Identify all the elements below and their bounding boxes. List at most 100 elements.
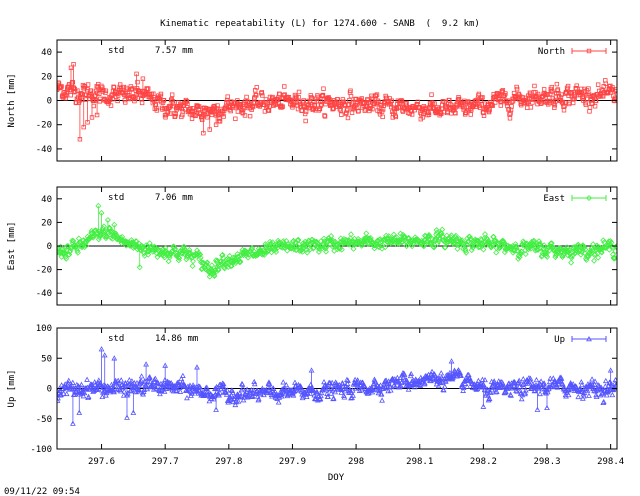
- up-point: [290, 392, 297, 398]
- east-point: [612, 248, 617, 254]
- up-point: [371, 380, 377, 386]
- east-point: [598, 249, 605, 256]
- up-point: [60, 390, 67, 396]
- north-point: [393, 113, 398, 119]
- up-outlier-point: [124, 414, 130, 420]
- up-point: [598, 384, 605, 390]
- north-point: [486, 108, 491, 114]
- east-point: [507, 244, 514, 250]
- north-point: [217, 119, 223, 124]
- up-point: [584, 387, 591, 393]
- east-point: [145, 251, 152, 258]
- up-point: [224, 387, 231, 393]
- north-point: [348, 93, 354, 99]
- north-point: [160, 100, 166, 105]
- north-point: [603, 81, 608, 86]
- north-point: [503, 91, 508, 96]
- up-point: [397, 374, 404, 380]
- up-point: [155, 380, 162, 386]
- up-point: [482, 376, 488, 383]
- north-std-label: std: [108, 46, 124, 56]
- north-y-tick-label: -20: [36, 121, 52, 131]
- up-point: [317, 395, 324, 402]
- north-point: [167, 111, 173, 116]
- east-point: [476, 244, 483, 251]
- north-point: [254, 93, 259, 98]
- north-point: [581, 94, 587, 99]
- north-point: [299, 108, 305, 113]
- north-point: [315, 94, 321, 100]
- north-point: [221, 114, 226, 119]
- north-point: [259, 90, 265, 95]
- up-point: [554, 384, 561, 390]
- up-point: [104, 383, 111, 389]
- up-point: [604, 387, 611, 393]
- east-point: [323, 243, 330, 250]
- east-point: [436, 234, 443, 241]
- north-point: [318, 103, 324, 108]
- east-point: [97, 232, 104, 239]
- north-point: [353, 96, 359, 102]
- north-point: [445, 110, 450, 116]
- north-point: [340, 97, 346, 102]
- north-point: [258, 99, 263, 105]
- up-y-tick-label: 100: [36, 324, 52, 334]
- east-point: [189, 263, 196, 270]
- north-point: [609, 87, 615, 93]
- east-point: [166, 252, 173, 259]
- up-point: [310, 387, 317, 394]
- north-point: [63, 93, 69, 98]
- east-point: [226, 252, 233, 259]
- up-point: [240, 397, 247, 403]
- up-point: [522, 390, 529, 396]
- north-point: [474, 104, 480, 110]
- up-point: [69, 379, 76, 385]
- north-point: [489, 102, 495, 108]
- north-point: [528, 105, 534, 110]
- east-point: [83, 242, 90, 249]
- east-point: [442, 244, 449, 251]
- up-point: [514, 388, 521, 394]
- up-point: [440, 387, 447, 393]
- east-point: [480, 246, 487, 253]
- up-point: [244, 386, 250, 392]
- east-point: [75, 235, 82, 242]
- east-point: [466, 233, 473, 240]
- east-point: [605, 238, 612, 245]
- north-point: [500, 88, 506, 93]
- east-data-series: [57, 202, 617, 280]
- north-point: [554, 81, 560, 87]
- east-point: [196, 256, 203, 263]
- east-point: [493, 249, 500, 256]
- up-point: [460, 384, 467, 391]
- up-point: [344, 376, 350, 382]
- east-point: [517, 249, 524, 256]
- up-legend-label: Up: [554, 335, 565, 345]
- north-point: [355, 109, 361, 114]
- north-point: [233, 116, 238, 121]
- north-y-axis-label: North [mm]: [7, 73, 17, 127]
- north-point: [130, 86, 135, 91]
- east-point: [590, 241, 597, 248]
- up-outlier-point: [480, 403, 487, 409]
- up-point: [592, 378, 598, 384]
- east-y-tick-label: -20: [36, 266, 52, 276]
- east-point: [570, 245, 577, 252]
- up-point: [121, 388, 128, 394]
- up-outlier-point: [534, 406, 541, 412]
- up-point: [155, 383, 161, 389]
- up-point: [593, 391, 599, 398]
- east-point: [304, 249, 311, 256]
- up-point: [357, 382, 364, 388]
- north-point: [507, 116, 513, 121]
- north-point: [63, 96, 68, 101]
- north-point: [274, 96, 280, 102]
- north-point: [196, 104, 202, 109]
- east-outlier-point: [209, 271, 216, 278]
- east-point: [172, 246, 179, 252]
- east-point: [227, 263, 234, 270]
- east-point: [160, 249, 167, 256]
- north-point: [553, 99, 558, 104]
- east-point: [181, 245, 188, 252]
- up-outlier-point: [130, 409, 137, 415]
